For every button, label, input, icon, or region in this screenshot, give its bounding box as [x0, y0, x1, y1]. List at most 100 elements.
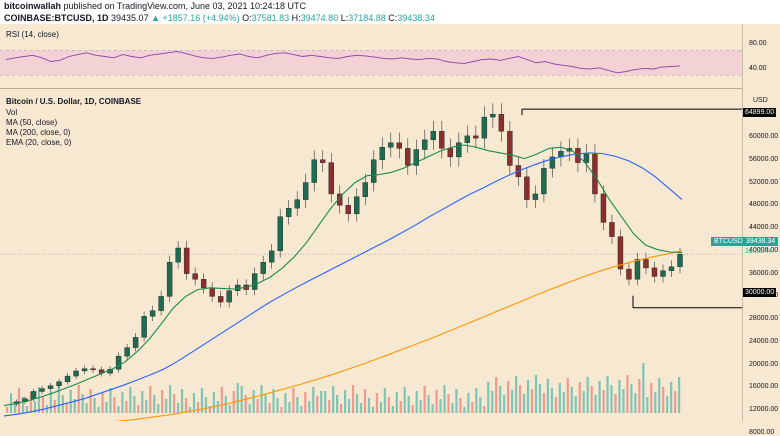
candle-body	[294, 199, 300, 209]
candle-body	[541, 168, 547, 195]
candle-body	[47, 385, 54, 389]
volume-bar	[642, 363, 645, 413]
axis-tick-label: 40000.00	[749, 246, 779, 254]
volume-bar	[268, 403, 271, 413]
rsi-pane[interactable]: RSI (14, close)	[0, 27, 742, 89]
volume-bar	[228, 405, 231, 413]
volume-bar	[423, 386, 426, 413]
legend-ema20: EMA (20, close, 0)	[6, 138, 72, 147]
volume-bar	[9, 393, 13, 413]
volume-bar	[415, 391, 418, 413]
volume-bar	[359, 403, 363, 413]
candle-body	[149, 310, 156, 317]
volume-bar	[495, 377, 498, 413]
volume-bar	[292, 388, 295, 413]
volume-bar	[491, 391, 494, 413]
volume-bar	[248, 404, 251, 413]
candle-body	[626, 268, 632, 280]
volume-bar	[29, 392, 33, 413]
axis-tick-label: 28000.00	[749, 315, 779, 323]
volume-bar	[296, 397, 299, 413]
volume-bar	[562, 392, 565, 413]
candle-body	[226, 290, 232, 303]
volume-bar	[176, 403, 180, 413]
volume-bar	[582, 391, 585, 413]
candle-body	[507, 131, 513, 166]
rsi-tick-40: 40.00	[749, 65, 767, 72]
volume-bar	[626, 375, 629, 413]
volume-bar	[308, 401, 311, 413]
volume-bar	[173, 394, 176, 413]
axis-tick-label: 60000.00	[749, 133, 779, 140]
volume-bar	[137, 405, 140, 413]
volume-bar	[487, 382, 490, 413]
volume-bar	[411, 405, 414, 413]
volume-bar	[566, 378, 569, 413]
volume-bar	[662, 387, 665, 413]
volume-bar	[355, 394, 359, 413]
candle-body	[430, 131, 437, 141]
volume-bar	[387, 397, 390, 413]
volume-bar	[467, 393, 470, 413]
candle-body	[345, 205, 351, 215]
candle-body	[90, 368, 96, 371]
countdown-label: 13:35:44	[745, 248, 773, 255]
volume-bar	[479, 397, 482, 413]
candle-body	[413, 149, 420, 166]
volume-bar	[614, 394, 617, 413]
candle-body	[371, 159, 377, 183]
price-change: ▲ +1857.16 (+4.94%)	[151, 13, 240, 23]
chart-title: Bitcoin / U.S. Dollar, 1D, COINBASE	[6, 97, 142, 106]
volume-bar	[542, 393, 546, 413]
volume-bar	[606, 376, 609, 413]
volume-bar	[41, 396, 44, 413]
volume-bar	[379, 402, 382, 413]
volume-bar	[471, 402, 474, 413]
candle-body	[677, 254, 683, 267]
volume-bar	[427, 395, 430, 413]
symbol-tag: BTCUSD	[711, 237, 746, 246]
axis-tick-label: 16000.00	[749, 383, 779, 391]
candle-body	[166, 262, 173, 297]
candle-body	[183, 247, 190, 274]
candle-body	[260, 262, 266, 274]
volume-bar	[208, 406, 211, 413]
volume-bar	[161, 390, 164, 413]
axis-tick-label: 56000.00	[749, 155, 779, 163]
volume-bar	[602, 390, 605, 413]
axis-tick-label: 12000.00	[749, 406, 779, 414]
volume-bar	[133, 396, 136, 413]
candle-body	[592, 153, 598, 195]
price-axis[interactable]: 80.00 40.00 USD 60000.00 56000.00 52000.00…	[742, 24, 780, 436]
ma200-line	[114, 250, 683, 421]
ohlc-open: 37581.83	[251, 13, 290, 23]
volume-bar	[204, 397, 208, 413]
legend-vol: Vol	[6, 108, 18, 117]
candle-body	[39, 388, 45, 392]
author-name[interactable]: bitcoinwallah	[4, 1, 62, 11]
candle-body	[354, 196, 360, 215]
last-price: 39435.07	[111, 13, 149, 23]
volume-bar	[252, 390, 255, 413]
volume-bar	[244, 395, 247, 413]
symbol-name[interactable]: COINBASE:BTCUSD, 1D	[4, 13, 109, 23]
volume-bar	[256, 399, 259, 413]
candle-body	[81, 368, 88, 372]
candle-body	[73, 370, 79, 377]
price-pane[interactable]: Bitcoin / U.S. Dollar, 1D, COINBASE Vol …	[0, 91, 742, 421]
volume-bar	[93, 398, 96, 413]
volume-bar	[288, 402, 291, 413]
volume-bar	[260, 385, 263, 413]
volume-bar	[459, 398, 462, 413]
volume-bar	[483, 406, 486, 413]
volume-bar	[336, 395, 339, 413]
volume-bar	[304, 392, 307, 413]
volume-bar	[6, 407, 9, 413]
volume-bar	[634, 393, 637, 413]
candle-body	[660, 270, 666, 277]
volume-bar	[363, 389, 367, 413]
volume-bar	[264, 394, 267, 413]
volume-bar	[344, 390, 347, 413]
rsi-line	[5, 51, 681, 74]
volume-bar	[141, 391, 144, 413]
